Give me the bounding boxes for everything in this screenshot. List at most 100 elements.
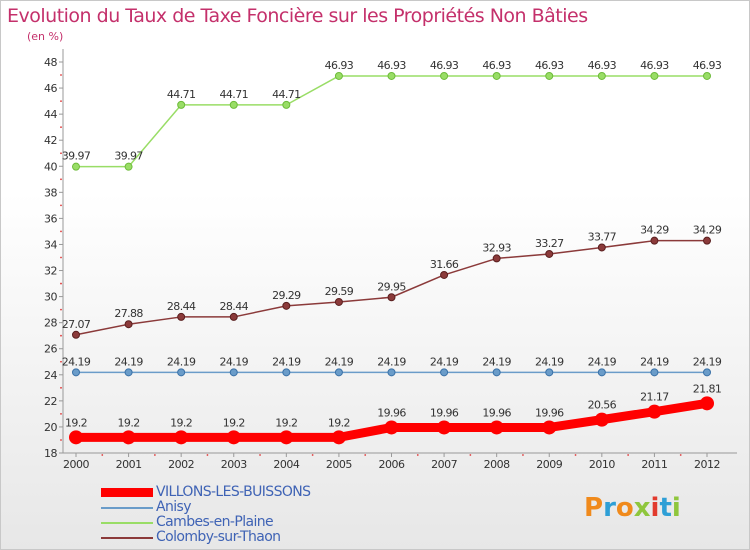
y-minor-tick: [60, 282, 62, 285]
x-minor-tick: [469, 454, 472, 456]
data-point: [387, 293, 396, 302]
data-point: [229, 312, 238, 321]
data-label: 46.93: [640, 59, 669, 72]
data-point: [124, 368, 133, 377]
y-minor-tick: [60, 100, 62, 102]
x-tick-label: 2006: [379, 458, 405, 471]
data-point: [594, 412, 609, 427]
logo-letter: i: [671, 493, 681, 523]
data-point: [282, 100, 291, 109]
data-label: 44.71: [167, 88, 196, 101]
data-point: [542, 420, 557, 435]
data-label: 24.19: [640, 355, 669, 368]
x-tick-label: 2012: [694, 458, 720, 471]
data-point: [229, 100, 238, 109]
legend-swatch-colomby: [101, 537, 153, 539]
data-point: [489, 420, 504, 435]
data-point: [703, 236, 711, 245]
data-point: [334, 297, 343, 306]
x-minor-tick: [259, 454, 261, 456]
data-label: 44.71: [272, 88, 301, 101]
y-minor-tick: [60, 413, 62, 415]
x-minor-tick: [679, 454, 682, 456]
data-point: [650, 71, 659, 80]
data-label: 19.96: [430, 406, 459, 419]
x-tick-label: 2010: [589, 458, 615, 471]
data-label: 34.29: [640, 224, 669, 237]
data-point: [124, 320, 133, 329]
logo-letter: r: [603, 493, 616, 523]
data-label: 33.27: [535, 237, 564, 250]
data-label: 29.59: [325, 285, 354, 298]
data-point: [331, 430, 346, 445]
data-label: 27.07: [62, 318, 91, 331]
y-tick-label: 46: [44, 82, 57, 95]
data-point: [282, 301, 291, 310]
x-tick-label: 2011: [641, 458, 667, 471]
data-point: [545, 71, 554, 80]
data-label: 46.93: [482, 59, 511, 72]
data-point: [545, 368, 554, 377]
data-point: [597, 71, 606, 80]
x-tick-label: 2008: [484, 458, 510, 471]
data-point: [69, 430, 83, 445]
data-point: [282, 368, 291, 377]
data-point: [703, 71, 711, 80]
y-tick-label: 42: [44, 134, 57, 147]
y-minor-tick: [60, 334, 62, 337]
legend-swatch-anisy: [101, 507, 153, 509]
data-label: 24.19: [535, 355, 564, 368]
data-label: 24.19: [482, 355, 511, 368]
data-point: [387, 368, 396, 377]
data-point: [437, 420, 452, 435]
y-minor-tick: [60, 152, 62, 155]
y-tick-label: 22: [44, 395, 57, 408]
data-label: 28.44: [167, 300, 196, 313]
data-label: 46.93: [535, 59, 564, 72]
data-label: 39.97: [114, 150, 143, 163]
data-label: 20.56: [588, 399, 617, 412]
x-minor-tick: [364, 454, 367, 456]
data-point: [647, 404, 662, 419]
data-label: 24.19: [220, 355, 249, 368]
data-label: 24.19: [377, 355, 406, 368]
data-label: 46.93: [693, 59, 722, 72]
logo-letter: P: [584, 493, 604, 523]
data-label: 34.29: [693, 224, 722, 237]
data-point: [384, 420, 399, 435]
legend-label-colomby: Colomby-sur-Thaon: [156, 529, 281, 545]
x-minor-tick: [311, 454, 314, 456]
y-tick-label: 32: [44, 265, 57, 278]
data-point: [229, 368, 238, 377]
y-tick-label: 20: [44, 421, 57, 434]
data-label: 24.19: [167, 355, 196, 368]
data-point: [226, 430, 241, 445]
y-axis-unit-label: (en %): [27, 30, 64, 43]
data-point: [700, 396, 714, 411]
x-tick-label: 2005: [326, 458, 352, 471]
y-minor-tick: [60, 126, 62, 129]
data-label: 28.44: [220, 300, 249, 313]
data-label: 19.2: [170, 416, 192, 429]
x-tick-label: 2002: [168, 458, 194, 471]
logo-letter: o: [615, 493, 634, 523]
legend-label-cambes: Cambes-en-Plaine: [156, 514, 274, 530]
data-point: [387, 71, 396, 80]
x-tick-label: 2004: [273, 458, 299, 471]
y-minor-tick: [60, 204, 62, 207]
y-minor-tick: [60, 230, 62, 233]
x-minor-tick: [101, 454, 104, 456]
data-point: [440, 368, 449, 377]
y-tick-label: 28: [44, 317, 57, 330]
data-label: 24.19: [693, 355, 722, 368]
proxiti-logo: Proxiti: [584, 493, 681, 523]
legend-swatch-cambes: [101, 522, 153, 524]
logo-letter: x: [633, 493, 651, 523]
data-point: [334, 71, 343, 80]
data-label: 27.88: [114, 307, 143, 320]
data-point: [650, 368, 659, 377]
data-point: [72, 162, 80, 171]
data-point: [703, 368, 711, 377]
line-chart: 18 20 22 24 26 28 30 32 34 36 38 40 42 44 46 48 2000 2001…: [44, 49, 737, 471]
data-label: 24.19: [114, 355, 143, 368]
